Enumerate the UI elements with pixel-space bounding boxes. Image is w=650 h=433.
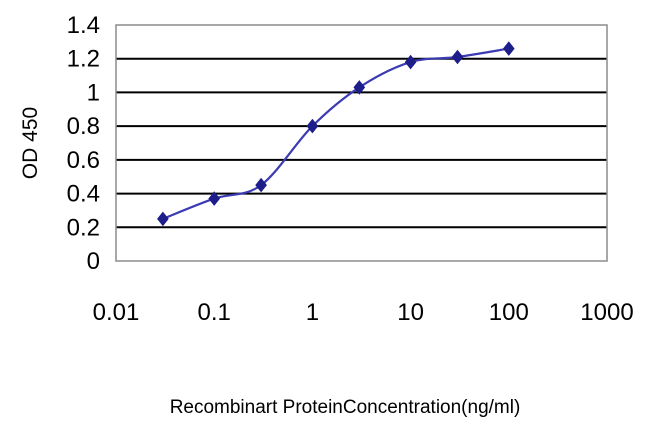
x-tick-label: 0.01 [93,299,140,326]
y-tick-label: 0.6 [67,147,100,174]
data-point-marker [353,80,366,95]
data-point-marker [157,211,169,227]
data-point-marker [306,118,319,134]
plot-area [115,24,608,262]
y-tick-label: 1.4 [67,12,100,39]
y-tick-label: 1 [87,79,100,106]
x-axis-tick-labels: 0.01 0.1 1 10 100 1000 [93,299,634,326]
x-tick-label: 1000 [580,299,633,326]
y-axis-tick-labels: 0 0.2 0.4 0.6 0.8 1 1.2 1.4 [67,12,100,275]
y-tick-label: 1.2 [67,46,100,73]
y-tick-label: 0.8 [67,113,100,140]
x-tick-label: 100 [489,299,529,326]
data-point-marker [208,191,221,206]
y-axis-title: OD 450 [19,107,42,179]
x-axis-title: Recombinart ProteinConcentration(ng/ml) [170,397,521,418]
grid-lines [116,57,607,229]
y-tick-label: 0 [87,248,100,275]
x-tick-label: 10 [397,299,424,326]
x-tick-label: 0.1 [198,299,231,326]
data-point-marker [404,54,417,70]
y-tick-label: 0.4 [67,181,100,208]
y-tick-label: 0.2 [67,214,100,241]
data-point-marker [502,41,515,56]
series-layer [157,41,515,227]
data-point-marker [255,177,267,193]
data-point-marker [451,49,464,65]
x-tick-label: 1 [306,299,319,326]
